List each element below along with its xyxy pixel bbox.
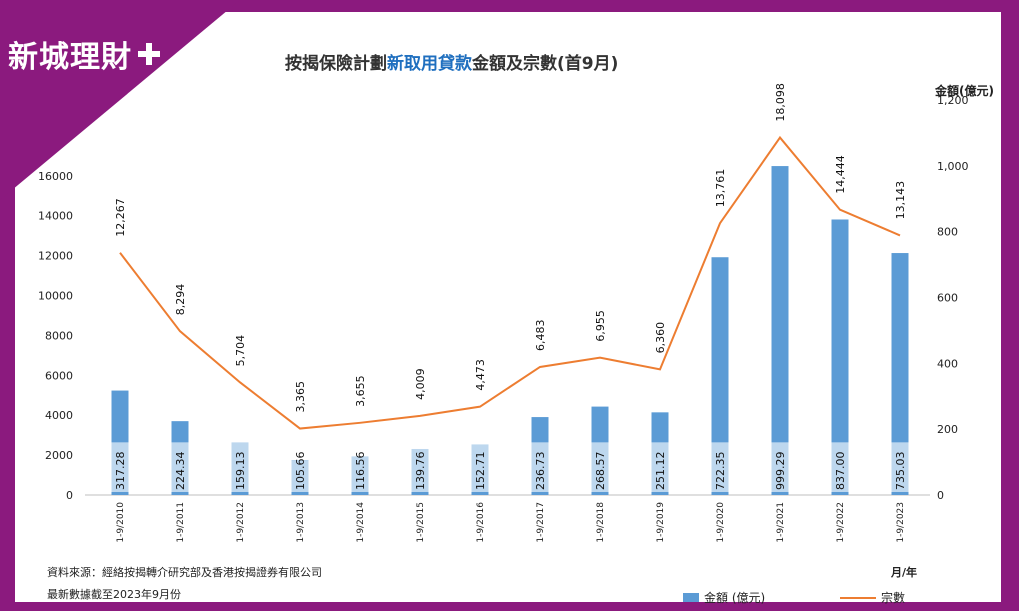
line-data-label: 3,365: [294, 381, 307, 413]
left-axis-tick: 2000: [45, 449, 73, 462]
legend-line-entry: 宗數: [840, 589, 905, 606]
left-axis-tick: 0: [66, 489, 73, 502]
x-tick-label: 1-9/2017: [536, 502, 546, 543]
right-axis-tick: 1,200: [937, 94, 969, 107]
bar-label-band: [231, 442, 249, 492]
bar-label-band: [531, 442, 549, 492]
bar-label-band: [291, 460, 309, 492]
right-axis-tick: 800: [937, 226, 958, 239]
line-data-label: 13,761: [714, 169, 727, 208]
bar-data-label: 735.03: [894, 452, 907, 491]
legend-bar-entry: 金額 (億元): [683, 589, 765, 606]
x-tick-label: 1-9/2014: [356, 502, 366, 543]
bar-data-label: 268.57: [594, 452, 607, 491]
bar-label-band: [711, 442, 729, 492]
bar-data-label: 317.28: [114, 452, 127, 491]
bar-label-band: [831, 442, 849, 492]
chart-card: 0 2000 4000 6000 8000 10000 12000 14000 16000 0 20…: [15, 12, 1001, 605]
line-data-label: 4,009: [414, 368, 427, 400]
brand-logo: 新城理財: [8, 32, 160, 76]
title-highlight: 新取用貸款: [387, 54, 472, 74]
bar-label-band: [171, 442, 189, 492]
x-tick-label: 1-9/2021: [776, 502, 786, 543]
line-data-label: 18,098: [774, 83, 787, 122]
left-axis-tick: 10000: [38, 290, 73, 303]
x-axis-unit: 月/年: [891, 566, 918, 579]
bar-label-band: [111, 442, 129, 492]
bar-data-label: 139.76: [414, 452, 427, 491]
bar-data-label: 251.12: [654, 452, 667, 491]
x-tick-label: 1-9/2023: [896, 502, 906, 543]
x-tick-label: 1-9/2018: [596, 502, 606, 543]
bar-data-label: 224.34: [174, 452, 187, 491]
bar-data-label: 152.71: [474, 452, 487, 491]
bar-label-band: [651, 442, 669, 492]
line-data-label: 6,955: [594, 310, 607, 342]
legend-line-swatch: [840, 596, 876, 599]
logo-text: 新城理財: [8, 40, 132, 75]
line-data-label: 8,294: [174, 284, 187, 316]
right-axis-tick: 0: [937, 489, 944, 502]
bar-label-band: [471, 444, 489, 492]
bar-label-band: [591, 442, 609, 492]
line-data-label: 6,360: [654, 322, 667, 354]
plus-icon: [138, 43, 160, 65]
right-axis-tick: 400: [937, 357, 958, 370]
updated-note: 最新數據截至2023年9月份: [47, 588, 181, 601]
bar: [771, 166, 789, 495]
legend-line-label: 宗數: [881, 591, 906, 605]
x-tick-label: 1-9/2022: [836, 502, 846, 543]
bar-label-band: [771, 442, 789, 492]
bar-data-label: 159.13: [234, 452, 247, 491]
x-tick-label: 1-9/2019: [656, 502, 666, 543]
legend-bar-swatch: [683, 593, 699, 602]
x-tick-label: 1-9/2020: [716, 502, 726, 543]
x-tick-label: 1-9/2015: [416, 502, 426, 543]
bar-label-band: [351, 456, 369, 492]
bar-data-label: 236.73: [534, 452, 547, 491]
bar: [711, 257, 729, 495]
legend-bar-label: 金額 (億元): [704, 591, 766, 605]
line-series: [119, 135, 901, 430]
line-data-label: 12,267: [114, 198, 127, 237]
bar-data-label: 116.56: [354, 452, 367, 491]
bar-data-label: 837.00: [834, 452, 847, 491]
left-axis-tick: 4000: [45, 409, 73, 422]
x-tick-label: 1-9/2011: [176, 502, 186, 543]
left-axis-tick: 6000: [45, 369, 73, 382]
bar: [831, 219, 849, 496]
right-axis-tick: 600: [937, 292, 958, 305]
line-data-label: 4,473: [474, 359, 487, 391]
line-data-label: 14,444: [834, 155, 847, 194]
line-data-label: 13,143: [894, 181, 907, 220]
left-axis-tick: 8000: [45, 329, 73, 342]
line-data-label: 3,655: [354, 375, 367, 407]
bar-label-band: [891, 442, 909, 492]
bar-data-label: 999.29: [774, 452, 787, 491]
x-tick-label: 1-9/2012: [236, 502, 246, 543]
bar-label-band: [411, 448, 429, 492]
source-note: 資料來源：經絡按揭轉介研究部及香港按揭證券有限公司: [47, 566, 322, 579]
line-data-label: 6,483: [534, 319, 547, 351]
x-tick-label: 1-9/2013: [296, 502, 306, 543]
left-axis-tick: 14000: [38, 210, 73, 223]
bar-data-label: 722.35: [714, 452, 727, 491]
right-axis-tick: 200: [937, 423, 958, 436]
left-axis-tick: 12000: [38, 250, 73, 263]
x-tick-label: 1-9/2010: [116, 502, 126, 543]
x-tick-label: 1-9/2016: [476, 502, 486, 543]
line-data-label: 5,704: [234, 335, 247, 367]
title-part2: 金額及宗數(首9月): [472, 54, 619, 74]
bar-data-label: 105.66: [294, 452, 307, 491]
chart-title: 按揭保險計劃新取用貸款金額及宗數(首9月): [285, 49, 618, 74]
right-axis-tick: 1,000: [937, 160, 969, 173]
bar: [891, 253, 909, 495]
corner-banner: [0, 0, 240, 200]
chart-svg: 0200040006000800010000120001400016000020…: [38, 83, 969, 543]
title-part1: 按揭保險計劃: [285, 54, 387, 74]
right-axis-title: 金額(億元): [935, 84, 994, 98]
